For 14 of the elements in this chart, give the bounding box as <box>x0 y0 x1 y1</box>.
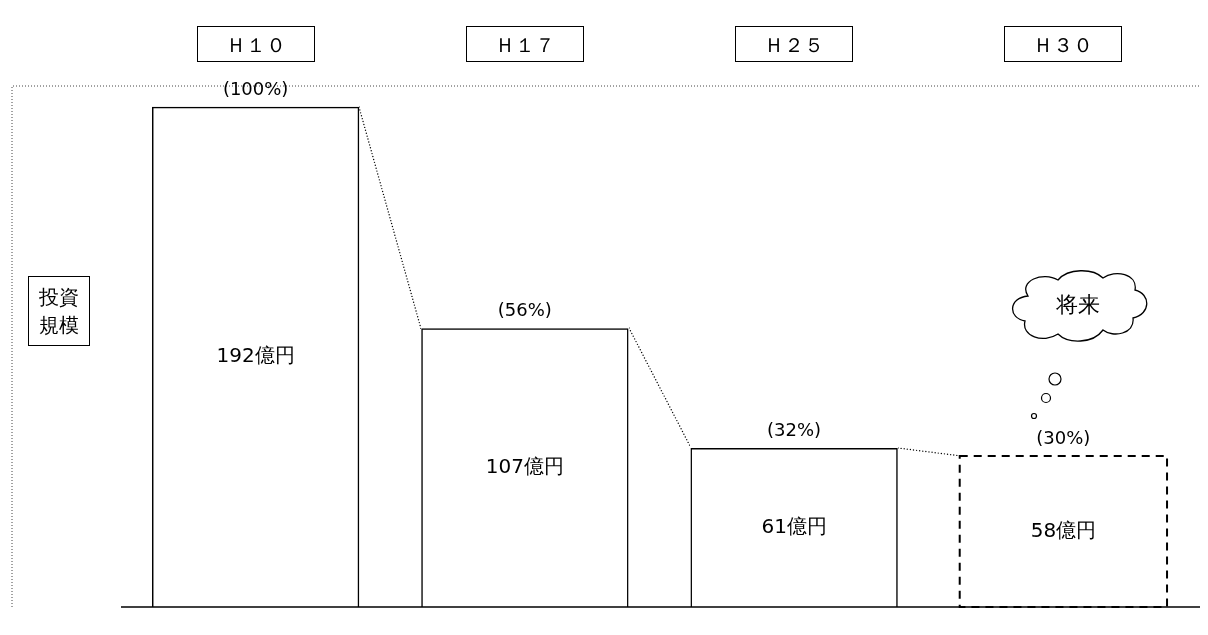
annotation: (100%) <box>222 77 289 99</box>
annotation: (56%) <box>497 298 552 320</box>
annotation: (32%) <box>767 418 822 440</box>
annotation: 将来 <box>1055 291 1101 319</box>
data-label: 107億円 <box>485 453 564 478</box>
data-label: 192億円 <box>216 343 295 368</box>
x-tick-label: Ｈ１０ <box>225 33 286 58</box>
data-label: 61億円 <box>761 513 827 538</box>
x-tick-label: Ｈ３０ <box>1033 33 1094 58</box>
y-axis-title: 投資規模 <box>28 276 90 346</box>
annotation: (30%) <box>1036 426 1091 448</box>
data-label: 58億円 <box>1030 517 1097 542</box>
x-tick-label: Ｈ１７ <box>494 33 555 58</box>
x-tick-label: Ｈ２５ <box>764 33 825 58</box>
